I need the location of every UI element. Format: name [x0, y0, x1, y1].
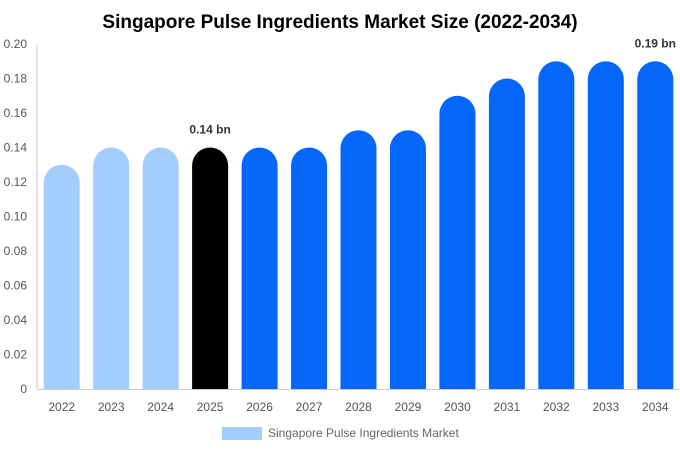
- x-tick-label: 2033: [592, 400, 619, 414]
- y-tick-label: 0.04: [4, 313, 28, 327]
- bar-2033: [587, 61, 624, 389]
- y-tick-label: 0.16: [4, 106, 28, 120]
- bar-2030: [439, 95, 476, 389]
- bar-2028: [340, 130, 377, 390]
- bar-2025: [192, 147, 229, 389]
- y-tick-label: 0.18: [4, 72, 28, 86]
- bar-2032: [538, 61, 575, 389]
- y-tick-label: 0.10: [4, 210, 28, 224]
- y-tick-label: 0.14: [4, 141, 28, 155]
- x-tick-label: 2024: [147, 400, 174, 414]
- x-tick-label: 2034: [642, 400, 669, 414]
- x-tick-label: 2029: [395, 400, 422, 414]
- legend-label: Singapore Pulse Ingredients Market: [268, 426, 459, 440]
- x-tick-label: 2032: [543, 400, 570, 414]
- y-axis: 0 0.02 0.04 0.06 0.08 0.10 0.12 0.14 0.16 0.18 0.2…: [4, 37, 38, 396]
- bar-2024: [142, 147, 179, 389]
- x-tick-label: 2022: [48, 400, 75, 414]
- x-tick-label: 2026: [246, 400, 273, 414]
- bar-2029: [389, 130, 426, 390]
- y-tick-label: 0.12: [4, 175, 28, 189]
- x-axis: 2022 2023 2024 2025 2026 2027 2028 2029 2030 2031…: [37, 389, 680, 414]
- bar-2026: [241, 147, 278, 389]
- x-tick-label: 2031: [494, 400, 521, 414]
- y-tick-label: 0.20: [4, 37, 28, 51]
- bar-2023: [93, 147, 130, 389]
- bar-2027: [291, 147, 328, 389]
- y-tick-label: 0.08: [4, 244, 28, 258]
- bar-2022: [43, 164, 80, 389]
- x-tick-label: 2030: [444, 400, 471, 414]
- x-tick-label: 2028: [345, 400, 372, 414]
- bars: [43, 61, 674, 390]
- data-label-2025: 0.14 bn: [189, 123, 230, 137]
- y-tick-label: 0: [20, 382, 27, 396]
- chart-title: Singapore Pulse Ingredients Market Size …: [102, 12, 577, 33]
- y-tick-label: 0.06: [4, 279, 28, 293]
- x-tick-label: 2025: [197, 400, 224, 414]
- legend-swatch: [222, 427, 262, 440]
- bar-2034: [637, 61, 674, 389]
- x-tick-label: 2027: [296, 400, 323, 414]
- x-tick-label: 2023: [98, 400, 125, 414]
- data-labels: 0.14 bn 0.19 bn: [189, 36, 676, 136]
- legend: Singapore Pulse Ingredients Market: [222, 426, 459, 440]
- data-label-2034: 0.19 bn: [635, 36, 676, 50]
- y-tick-label: 0.02: [4, 348, 28, 362]
- bar-2031: [488, 78, 525, 389]
